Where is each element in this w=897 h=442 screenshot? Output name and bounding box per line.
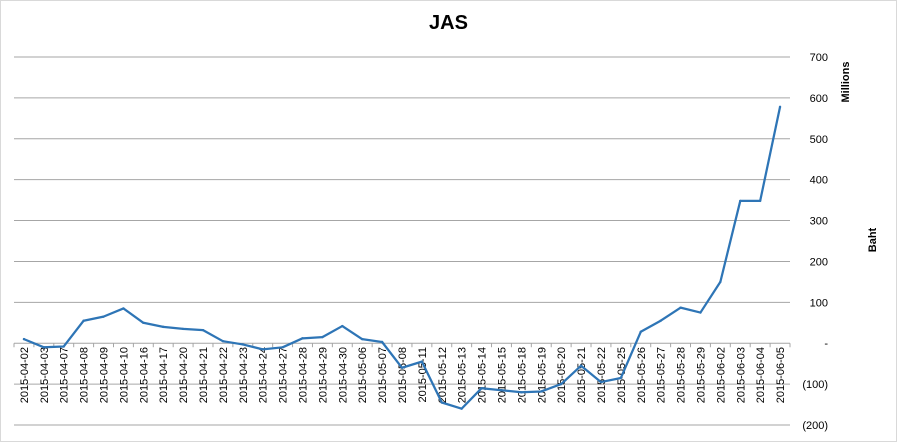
y-tick-label: - (824, 338, 828, 350)
x-tick-label: 2015-05-26 (636, 347, 648, 403)
data-point (221, 339, 225, 343)
x-tick-label: 2015-04-29 (317, 347, 329, 403)
data-point (400, 366, 404, 369)
data-point (201, 328, 205, 332)
x-tick-label: 2015-05-13 (457, 347, 469, 403)
x-tick-label: 2015-04-02 (19, 347, 31, 403)
data-point (301, 337, 304, 340)
data-point (321, 335, 324, 339)
x-tick-label: 2015-04-20 (178, 347, 190, 403)
x-tick-label: 2015-05-12 (437, 347, 449, 403)
data-point (122, 307, 125, 310)
x-tick-label: 2015-04-30 (337, 347, 349, 403)
x-tick-label: 2015-04-24 (258, 347, 270, 403)
data-point (520, 391, 523, 394)
x-tick-label: 2015-04-09 (99, 347, 111, 403)
x-tick-label: 2015-05-11 (417, 347, 429, 402)
x-tick-label: 2015-04-21 (198, 347, 210, 403)
data-point (480, 387, 483, 390)
data-point (540, 390, 543, 393)
data-point (42, 346, 46, 349)
data-point (162, 325, 165, 329)
y-tick-label: 300 (810, 216, 828, 228)
x-tick-label: 2015-04-23 (238, 347, 250, 403)
data-point (261, 348, 264, 351)
data-point (361, 337, 364, 341)
x-tick-label: 2015-05-07 (377, 347, 389, 403)
x-tick-label: 2015-04-07 (59, 347, 71, 403)
data-point (62, 345, 65, 348)
data-point (579, 364, 583, 367)
x-tick-label: 2015-05-29 (695, 347, 707, 403)
y-tick-label: 200 (810, 256, 828, 268)
data-point (778, 105, 782, 109)
data-point (142, 321, 145, 324)
x-tick-label: 2015-05-06 (357, 347, 369, 403)
x-tick-label: 2015-05-22 (596, 347, 608, 403)
x-tick-label: 2015-05-15 (496, 347, 508, 403)
x-tick-label: 2015-05-18 (516, 347, 528, 403)
x-tick-label: 2015-04-27 (278, 347, 290, 403)
x-tick-label: 2015-06-05 (775, 347, 787, 403)
x-tick-label: 2015-04-22 (218, 347, 230, 403)
data-point (22, 337, 26, 341)
y-axis-title: Baht (867, 227, 879, 252)
data-point (739, 199, 742, 203)
data-point (500, 389, 503, 392)
x-tick-label: 2015-04-16 (138, 347, 150, 403)
x-tick-label: 2015-04-08 (79, 347, 91, 403)
data-point (719, 280, 722, 284)
y-tick-label: 100 (810, 297, 828, 309)
data-point (440, 401, 443, 404)
data-point (460, 407, 463, 410)
x-tick-label: 2015-05-21 (576, 347, 588, 403)
x-tick-label: 2015-06-02 (715, 347, 727, 403)
x-tick-label: 2015-05-27 (656, 347, 668, 403)
y-tick-label: 500 (810, 134, 828, 146)
chart-title: JAS (429, 12, 468, 34)
x-tick-label: 2015-05-19 (536, 347, 548, 403)
y-tick-label: 400 (810, 175, 828, 187)
data-point (659, 319, 662, 322)
data-point (619, 376, 623, 380)
x-tick-label: 2015-06-04 (755, 347, 767, 403)
x-tick-label: 2015-05-14 (477, 347, 489, 403)
x-tick-label: 2015-05-28 (676, 347, 688, 403)
data-point (679, 306, 682, 309)
data-point (699, 311, 702, 314)
data-point (758, 199, 762, 203)
data-point (380, 340, 384, 344)
y-tick-label: (100) (802, 379, 828, 391)
data-point (82, 319, 85, 322)
x-tick-label: 2015-04-17 (158, 347, 170, 403)
data-point (420, 360, 424, 363)
y-tick-label: 700 (810, 52, 828, 64)
data-point (102, 315, 105, 318)
y-tick-label: (200) (802, 420, 828, 432)
data-point (241, 343, 245, 346)
data-point (559, 382, 563, 386)
x-tick-label: 2015-04-03 (39, 347, 51, 403)
x-tick-label: 2015-05-20 (556, 347, 568, 403)
data-point (281, 346, 284, 349)
x-tick-label: 2015-04-10 (118, 347, 130, 403)
data-point (181, 327, 185, 331)
data-point (341, 324, 344, 328)
y-units-label: Millions (840, 62, 852, 103)
y-tick-label: 600 (810, 93, 828, 105)
x-tick-label: 2015-06-03 (735, 347, 747, 403)
data-point (599, 380, 603, 384)
x-tick-label: 2015-05-08 (397, 347, 409, 403)
x-tick-label: 2015-04-28 (298, 347, 310, 403)
data-point (639, 330, 642, 333)
